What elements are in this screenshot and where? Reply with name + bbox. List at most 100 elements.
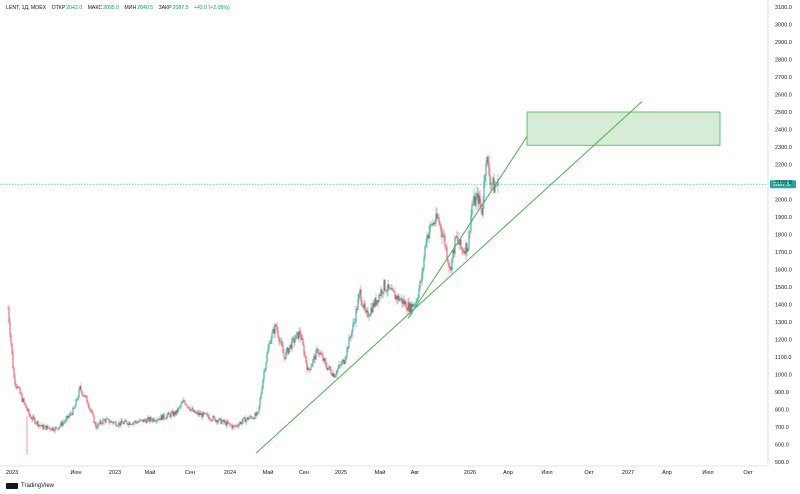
candle-body — [364, 303, 366, 311]
candle-body — [452, 249, 454, 258]
candle-body — [119, 422, 121, 426]
candle-body — [311, 364, 313, 367]
candle-body — [142, 419, 144, 423]
candle-body — [313, 355, 315, 360]
candle-body — [167, 412, 169, 416]
candle-body — [429, 224, 431, 233]
candle-body — [42, 424, 44, 429]
candle-body — [91, 411, 93, 413]
target-zone — [526, 111, 721, 146]
candle-body — [226, 421, 228, 426]
candle-body — [204, 413, 206, 414]
candle-body — [74, 405, 76, 409]
candle-body — [369, 314, 371, 317]
candle-body — [218, 418, 220, 422]
candle-body — [254, 413, 256, 420]
candle-body — [39, 424, 41, 426]
candle-body — [366, 310, 368, 313]
candle-body — [18, 387, 20, 388]
candle-body — [109, 422, 111, 423]
candle-body — [462, 250, 464, 253]
candle-body — [465, 242, 467, 255]
candle-body — [108, 418, 110, 423]
candle-body — [423, 257, 425, 269]
y-tick-label: 1100.0 — [775, 355, 791, 361]
candle-body — [276, 325, 278, 331]
candle-body — [153, 418, 155, 422]
candle-body — [123, 422, 125, 425]
x-tick-label: Сен — [185, 470, 195, 476]
candle-body — [496, 185, 498, 187]
candle-body — [22, 398, 24, 402]
candle-body — [447, 259, 449, 264]
candle-body — [209, 419, 211, 420]
candle-body — [406, 308, 408, 311]
candle-body — [17, 387, 19, 389]
candle-body — [390, 288, 392, 290]
candle-body — [222, 419, 224, 422]
candle-body — [26, 408, 28, 411]
candle-body — [493, 177, 495, 193]
candle-body — [73, 407, 75, 409]
candle-body — [269, 343, 271, 345]
candle-body — [485, 163, 487, 176]
candle-body — [306, 362, 308, 371]
candle-body — [240, 422, 242, 424]
candle-body — [426, 235, 428, 243]
candle-body — [411, 303, 413, 313]
candle-body — [216, 420, 218, 423]
candle-body — [467, 248, 469, 252]
candle-body — [68, 415, 70, 418]
y-tick-label: 2800.0 — [775, 58, 792, 64]
candle-body — [35, 423, 37, 424]
candle-body — [272, 328, 274, 333]
candle-body — [187, 406, 189, 408]
candle-body — [475, 197, 477, 206]
candle-body — [133, 422, 135, 423]
candle-body — [483, 181, 485, 203]
candle-body — [174, 411, 176, 415]
candle-body — [19, 387, 21, 394]
candle-body — [432, 222, 434, 226]
y-tick-label: 2300.0 — [775, 145, 792, 151]
candle-body — [246, 417, 248, 420]
close-value: 2087.5 — [172, 5, 189, 11]
candle-body — [34, 418, 36, 424]
candle-body — [282, 346, 284, 353]
candle-body — [386, 291, 388, 292]
candle-body — [51, 427, 53, 431]
candle-body — [270, 339, 272, 344]
x-tick-label: Окт — [743, 470, 753, 476]
candle-body — [273, 328, 275, 335]
candle-body — [95, 422, 97, 429]
candle-body — [308, 367, 310, 370]
candle-body — [52, 427, 54, 431]
candle-body — [176, 410, 178, 413]
y-tick-label: 2900.0 — [775, 40, 792, 46]
candle-body — [140, 419, 142, 421]
tradingview-brand[interactable]: TradingView — [6, 483, 54, 489]
candle-body — [482, 202, 484, 216]
candle-body — [60, 422, 62, 426]
candle-body — [46, 425, 48, 430]
candle-body — [383, 279, 385, 293]
candle-body — [274, 324, 276, 335]
candle-body — [300, 333, 302, 340]
candle-body — [388, 284, 390, 289]
candle-body — [285, 351, 287, 359]
y-tick-label: 1300.0 — [775, 320, 792, 326]
candle-body — [202, 412, 204, 418]
candle-body — [287, 347, 289, 354]
candle-body — [382, 292, 384, 294]
candle-body — [392, 288, 394, 291]
y-tick-label: 2100.0 — [775, 180, 792, 186]
candle-body — [410, 303, 412, 313]
candle-body — [464, 251, 466, 255]
candle-body — [211, 420, 213, 421]
candle-body — [77, 397, 79, 400]
candle-body — [440, 224, 442, 232]
candle-body — [312, 359, 314, 365]
y-tick-label: 1900.0 — [775, 215, 792, 221]
candle-body — [27, 409, 29, 411]
